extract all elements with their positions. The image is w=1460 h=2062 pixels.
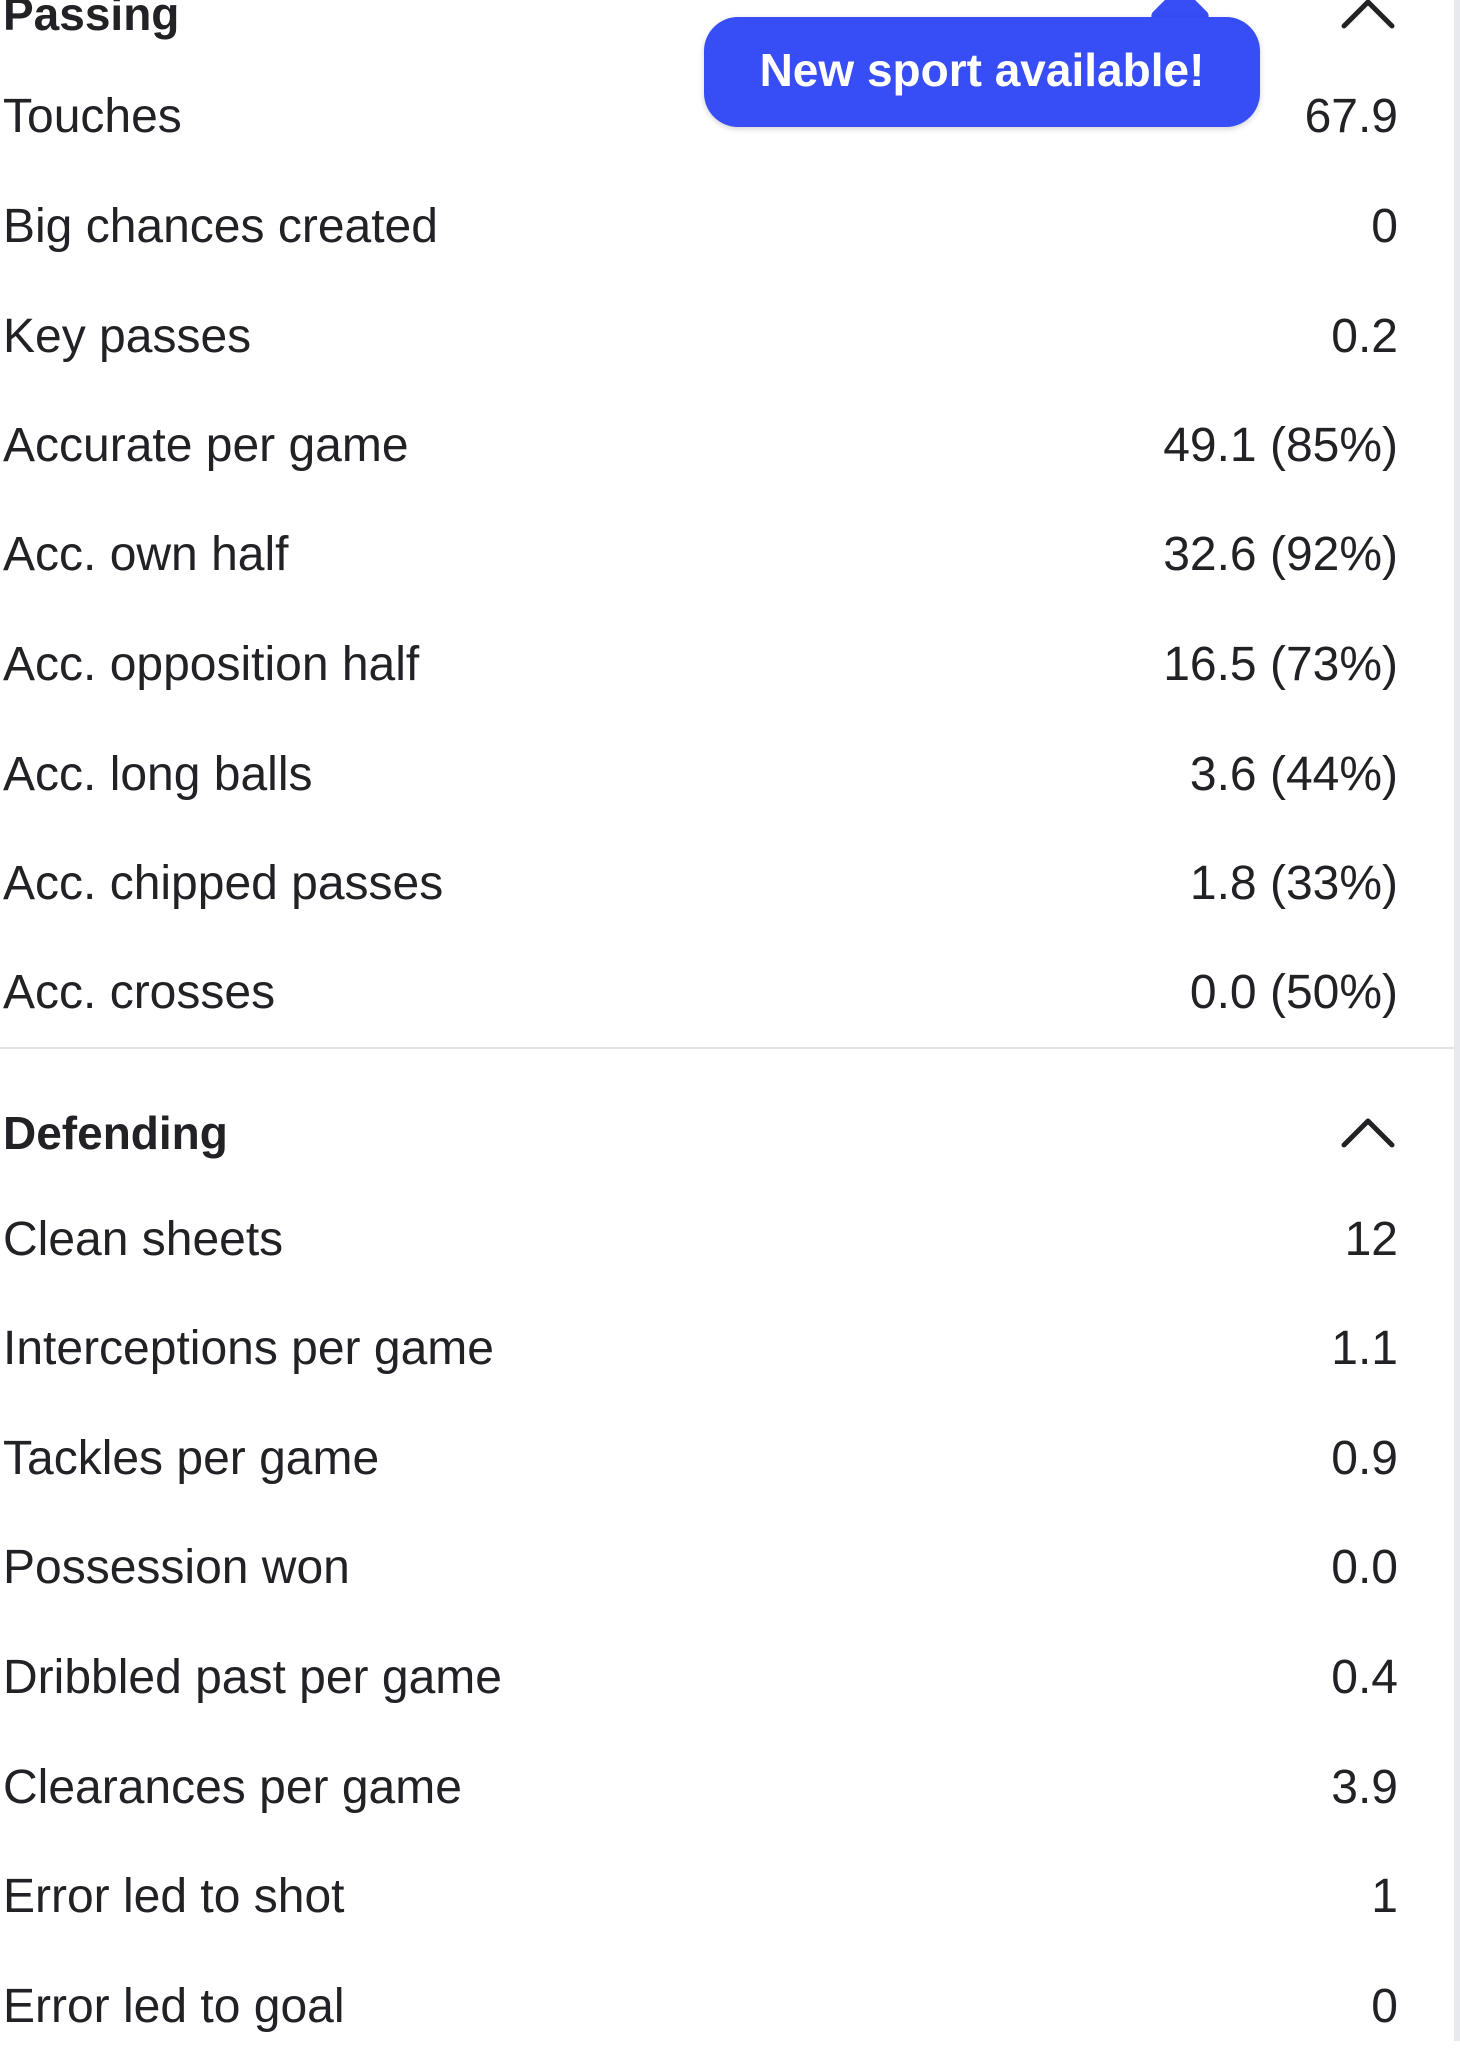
passing-section-title: Passing [3,0,180,40]
stat-value: 0.2 [1331,310,1398,363]
stat-row-clearances-per-game: Clearances per game 3.9 [0,1733,1454,1843]
stat-value: 3.9 [1331,1761,1398,1814]
stat-value: 3.6 (44%) [1189,748,1398,801]
stat-label: Accurate per game [3,419,409,472]
defending-section-title: Defending [3,1107,228,1159]
passing-section-header[interactable]: Passing [0,0,1454,64]
stat-row-touches: Touches 67.9 [0,62,1454,172]
stat-label: Acc. long balls [3,748,313,801]
stat-row-key-passes: Key passes 0.2 [0,282,1454,392]
stat-row-tackles-per-game: Tackles per game 0.9 [0,1404,1454,1514]
stat-row-error-led-to-goal: Error led to goal 0 [0,1952,1454,2062]
stat-row-accurate-per-game: Accurate per game 49.1 (85%) [0,391,1454,501]
stat-label: Clearances per game [3,1761,462,1814]
stat-value: 0.0 [1331,1541,1398,1594]
stat-value: 0 [1371,200,1398,253]
stat-row-acc-chipped-passes: Acc. chipped passes 1.8 (33%) [0,829,1454,939]
stat-row-acc-crosses: Acc. crosses 0.0 (50%) [0,938,1454,1048]
chevron-up-icon [1341,0,1395,29]
stat-row-possession-won: Possession won 0.0 [0,1513,1454,1623]
stat-value: 0.9 [1331,1432,1398,1485]
scrollbar-track[interactable] [1454,0,1460,2041]
stat-label: Acc. own half [3,528,289,581]
stat-value: 1.1 [1331,1322,1398,1375]
stat-value: 1 [1371,1870,1398,1923]
stat-label: Big chances created [3,200,438,253]
stat-row-acc-long-balls: Acc. long balls 3.6 (44%) [0,720,1454,830]
stat-label: Acc. crosses [3,966,276,1019]
stat-value: 1.8 (33%) [1189,857,1398,910]
stat-value: 16.5 (73%) [1163,638,1398,691]
stat-value: 0 [1371,1980,1398,2033]
stat-label: Dribbled past per game [3,1651,502,1704]
defending-section-header[interactable]: Defending [0,1083,1454,1183]
stat-value: 32.6 (92%) [1163,528,1398,581]
stat-row-interceptions-per-game: Interceptions per game 1.1 [0,1294,1454,1404]
stat-label: Error led to goal [3,1980,345,2033]
stat-row-big-chances-created: Big chances created 0 [0,172,1454,282]
stat-label: Possession won [3,1541,350,1594]
stat-label: Key passes [3,310,252,363]
stat-label: Touches [3,90,182,143]
stat-label: Acc. chipped passes [3,857,444,910]
passing-collapse-button[interactable] [1338,0,1398,44]
section-divider [0,1047,1454,1049]
new-sport-tooltip[interactable]: New sport available! [704,17,1260,127]
stat-value: 0.0 (50%) [1189,966,1398,1019]
stat-label: Acc. opposition half [3,638,420,691]
stat-value: 67.9 [1304,90,1398,143]
stat-row-clean-sheets: Clean sheets 12 [0,1185,1454,1295]
tooltip-text: New sport available! [759,44,1205,96]
stat-value: 0.4 [1331,1651,1398,1704]
defending-collapse-button[interactable] [1338,1103,1398,1163]
stat-row-acc-own-half: Acc. own half 32.6 (92%) [0,500,1454,610]
stat-row-acc-opposition-half: Acc. opposition half 16.5 (73%) [0,610,1454,720]
stat-label: Interceptions per game [3,1322,494,1375]
chevron-up-icon [1341,1118,1395,1148]
stat-row-error-led-to-shot: Error led to shot 1 [0,1842,1454,1952]
stat-label: Error led to shot [3,1870,345,1923]
stat-row-dribbled-past-per-game: Dribbled past per game 0.4 [0,1623,1454,1733]
stat-value: 12 [1344,1213,1398,1266]
stat-label: Tackles per game [3,1432,380,1485]
stat-label: Clean sheets [3,1213,284,1266]
stat-value: 49.1 (85%) [1163,419,1398,472]
